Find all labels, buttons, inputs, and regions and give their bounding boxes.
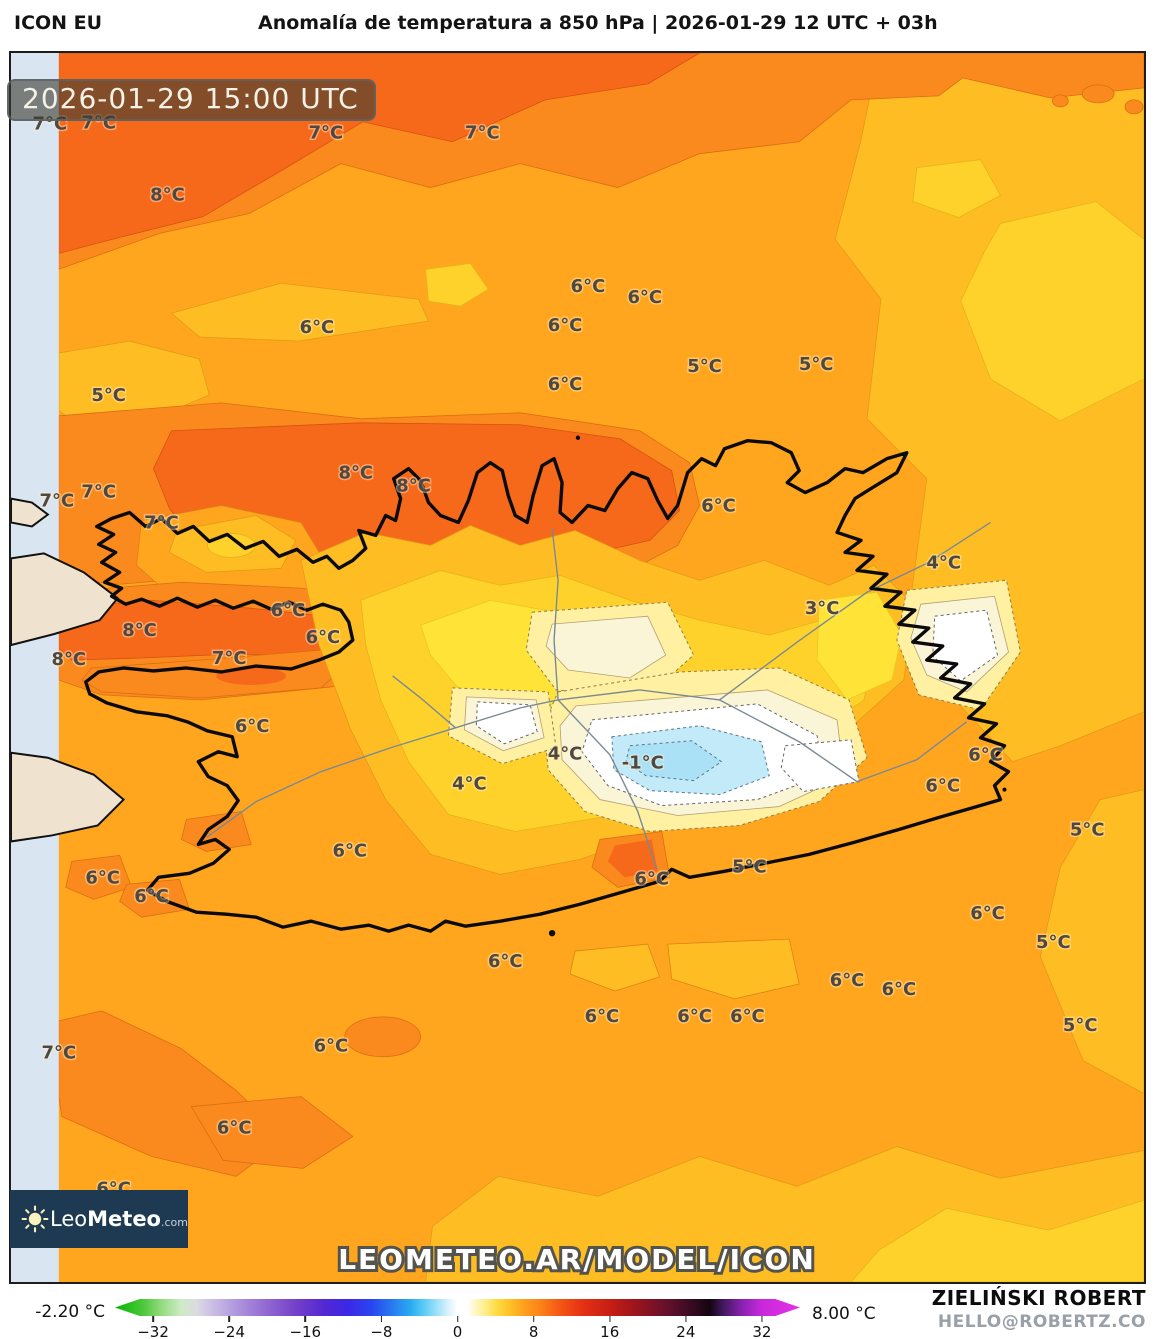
colorbar-min-label: -2.20 °C [35, 1302, 105, 1322]
logo-text: LeoMeteo.com [50, 1207, 188, 1231]
credit-email: HELLO@ROBERTZ.CO [937, 1312, 1146, 1332]
watermark: LEOMETEO.AR/MODEL/ICON [335, 1240, 817, 1279]
map-canvas: 7°C 7°C 7°C 7°C 8°C 6°C 6°C 6°C 6°C 5°C 5°C 6°C 5°C 8… [9, 51, 1146, 1284]
colorbar-max-label: 8.00 °C [812, 1304, 876, 1324]
colorbar-tick: 8 [529, 1316, 538, 1339]
coastline [84, 435, 1011, 937]
temp-label: 5°C [1063, 1015, 1098, 1036]
colorbar-tick: 32 [752, 1316, 771, 1339]
temp-label: 6°C [217, 1117, 252, 1138]
temp-label: 8°C [150, 185, 185, 206]
temp-label: 5°C [799, 354, 834, 375]
temp-label: 5°C [1036, 932, 1071, 953]
temp-label: 7°C [81, 482, 116, 503]
temp-label: 6°C [585, 1006, 620, 1027]
temp-label: 5°C [91, 385, 126, 406]
island-dot [575, 435, 581, 440]
temp-label: 7°C [42, 1043, 77, 1064]
temp-label: 6°C [882, 979, 917, 1000]
temp-label: 6°C [548, 315, 583, 336]
temp-label: 7°C [465, 123, 500, 144]
temp-label: 6°C [134, 886, 169, 907]
temp-label: 8°C [52, 649, 87, 670]
temp-label: -1°C [622, 753, 664, 774]
colorbar-tick: −8 [370, 1316, 392, 1339]
temp-label: 6°C [300, 317, 335, 338]
colorbar-ticks: −32 −24 −16 −8 0 8 16 24 32 [115, 1316, 800, 1339]
colorbar-tick: 0 [453, 1316, 462, 1339]
temp-label: 6°C [488, 951, 523, 972]
temperature-labels: 7°C 7°C 7°C 7°C8°C6°C6°C6°C6°C5°C 5°C6°C5°C8… [31, 111, 1106, 1201]
colorbar [115, 1299, 800, 1316]
temp-label: 6°C [235, 716, 270, 737]
colorbar-tick: 16 [600, 1316, 619, 1339]
temp-label: 6°C [701, 496, 736, 517]
colorbar-tick: −16 [289, 1316, 321, 1339]
temp-label: 6°C [271, 600, 306, 621]
temp-label: 5°C [732, 856, 767, 877]
temp-label: 8°C [396, 476, 431, 497]
colorbar-tick: −24 [213, 1316, 245, 1339]
temp-label: 7°C [40, 491, 75, 512]
temp-label: 4°C [452, 774, 487, 795]
page-title: Anomalía de temperatura a 850 hPa | 2026… [258, 12, 938, 34]
timestamp-overlay: 2026-01-29 15:00 UTC [7, 79, 376, 121]
island-dot [1002, 787, 1007, 792]
temp-label: 6°C [571, 276, 606, 297]
temp-label: 3°C [805, 598, 840, 619]
temp-label: 6°C [314, 1036, 349, 1057]
temp-label: 6°C [925, 776, 960, 797]
temp-label: 6°C [968, 745, 1003, 766]
temp-label: 6°C [970, 903, 1005, 924]
temp-label: 6°C [306, 627, 341, 648]
watermark-text: LEOMETEO.AR/MODEL/ICON [338, 1243, 816, 1276]
temp-label: 6°C [85, 867, 120, 888]
temp-label: 6°C [730, 1006, 765, 1027]
temp-label: 8°C [122, 620, 157, 641]
colorbar-tick: 24 [676, 1316, 695, 1339]
temp-label: 6°C [333, 840, 368, 861]
credit-name: ZIELIŃSKI ROBERT [931, 1286, 1146, 1310]
temp-label: 8°C [338, 463, 373, 484]
road-lines [205, 521, 991, 870]
temp-label: 7°C [212, 648, 247, 669]
model-name: ICON EU [14, 12, 103, 34]
temp-label: 6°C [677, 1006, 712, 1027]
temp-label: 7°C [309, 123, 344, 144]
temp-label: 5°C [1070, 819, 1105, 840]
temp-label: 7°C [144, 512, 179, 533]
no-data-strip [11, 53, 126, 1282]
sun-icon [21, 1205, 49, 1233]
temp-label: 5°C [687, 356, 722, 377]
anomaly-map-svg: 7°C 7°C 7°C 7°C8°C6°C6°C6°C6°C5°C 5°C6°C5°C8… [11, 53, 1144, 1282]
temp-label: 4°C [926, 552, 961, 573]
colorbar-tick: −32 [137, 1316, 169, 1339]
temp-label: 6°C [634, 868, 669, 889]
island-dot [548, 929, 556, 937]
temp-label: 6°C [548, 374, 583, 395]
leometeo-logo: LeoMeteo.com [10, 1190, 188, 1248]
temp-label: 6°C [627, 287, 662, 308]
temp-label: 6°C [830, 970, 865, 991]
temp-label: 4°C [548, 744, 583, 765]
